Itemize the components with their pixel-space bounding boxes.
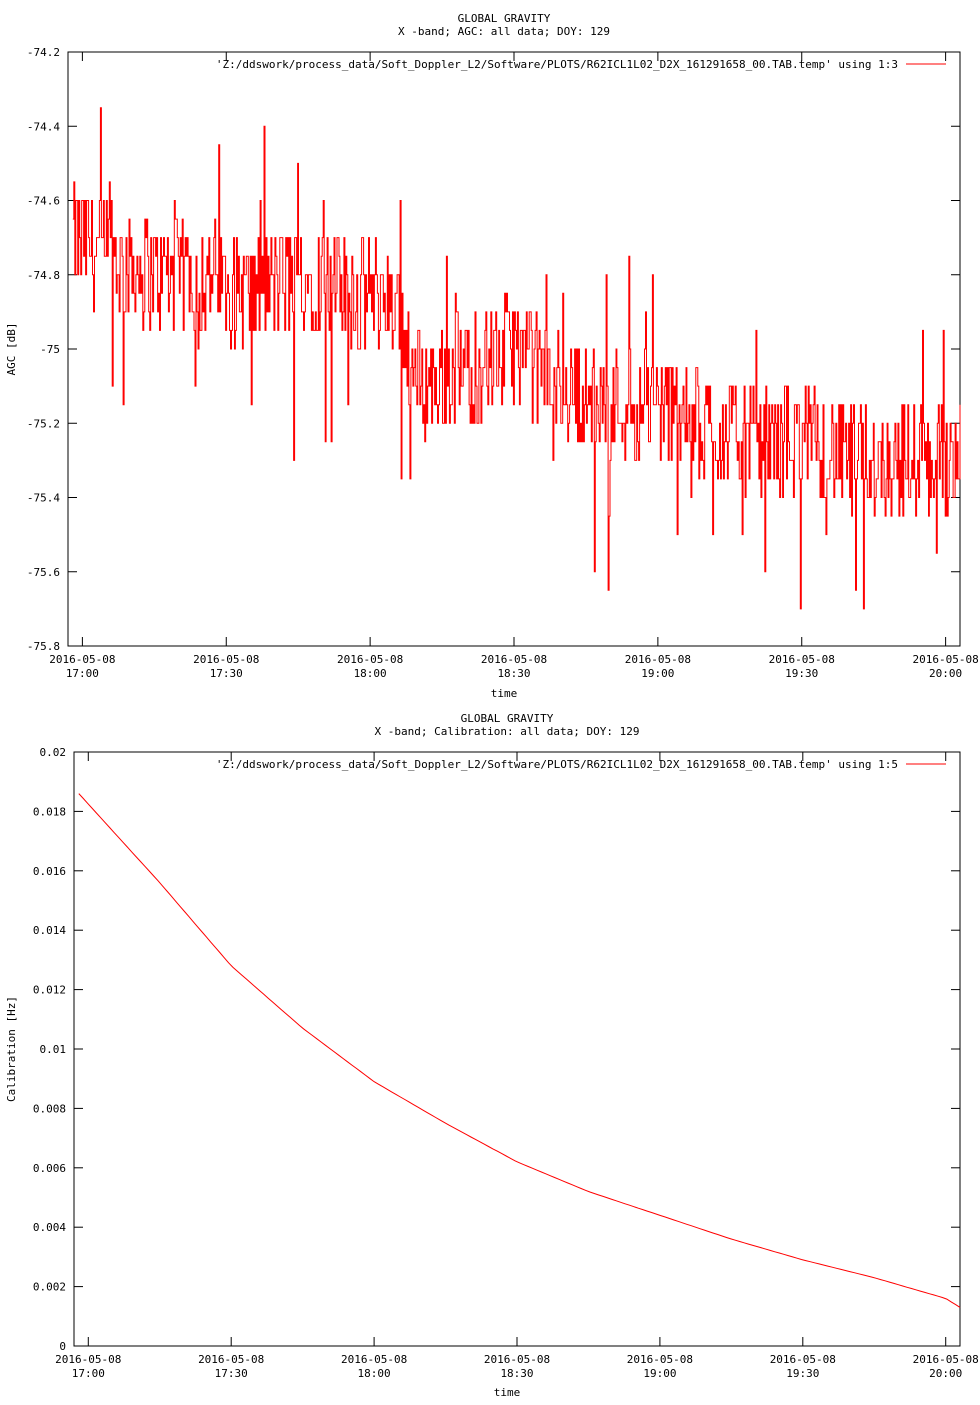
y-tick-label: 0.02 <box>40 746 67 759</box>
legend-label: 'Z:/ddswork/process_data/Soft_Doppler_L2… <box>216 58 898 71</box>
x-tick-time: 17:00 <box>66 667 99 680</box>
y-tick-label: -74.2 <box>27 46 60 59</box>
y-tick-label: -74.8 <box>27 269 60 282</box>
x-tick-date: 2016-05-08 <box>770 1353 836 1366</box>
x-tick-time: 19:30 <box>786 1367 819 1380</box>
x-tick-date: 2016-05-08 <box>193 653 259 666</box>
x-tick-time: 18:30 <box>500 1367 533 1380</box>
x-tick-time: 18:00 <box>358 1367 391 1380</box>
x-tick-date: 2016-05-08 <box>198 1353 264 1366</box>
x-tick-time: 18:00 <box>354 667 387 680</box>
x-tick-time: 19:30 <box>785 667 818 680</box>
y-tick-label: 0.014 <box>33 924 66 937</box>
x-axis-label: time <box>494 1386 521 1399</box>
x-tick-date: 2016-05-08 <box>481 653 547 666</box>
y-tick-label: -75 <box>40 343 60 356</box>
x-tick-date: 2016-05-08 <box>55 1353 121 1366</box>
chart-title: GLOBAL GRAVITY <box>461 712 554 725</box>
x-tick-date: 2016-05-08 <box>337 653 403 666</box>
x-tick-date: 2016-05-08 <box>769 653 835 666</box>
x-tick-time: 18:30 <box>497 667 530 680</box>
x-tick-date: 2016-05-08 <box>49 653 115 666</box>
x-tick-time: 20:00 <box>929 1367 962 1380</box>
chart-subtitle: X -band; Calibration: all data; DOY: 129 <box>375 725 640 738</box>
y-tick-label: 0.01 <box>40 1043 67 1056</box>
x-tick-date: 2016-05-08 <box>484 1353 550 1366</box>
y-tick-label: 0.004 <box>33 1221 66 1234</box>
x-tick-date: 2016-05-08 <box>627 1353 693 1366</box>
y-axis-label: AGC [dB] <box>5 323 18 376</box>
y-tick-label: -75.2 <box>27 417 60 430</box>
y-tick-label: 0.012 <box>33 984 66 997</box>
legend-label: 'Z:/ddswork/process_data/Soft_Doppler_L2… <box>216 758 898 771</box>
y-tick-label: 0.002 <box>33 1281 66 1294</box>
y-tick-label: 0.008 <box>33 1102 66 1115</box>
x-axis-label: time <box>491 687 518 700</box>
y-tick-label: -75.4 <box>27 492 60 505</box>
x-tick-time: 17:30 <box>215 1367 248 1380</box>
y-tick-label: -74.6 <box>27 195 60 208</box>
y-tick-label: 0.016 <box>33 865 66 878</box>
y-tick-label: 0.006 <box>33 1162 66 1175</box>
x-tick-date: 2016-05-08 <box>912 653 978 666</box>
x-tick-time: 19:00 <box>643 1367 676 1380</box>
series-line <box>78 793 961 1308</box>
x-tick-time: 20:00 <box>929 667 962 680</box>
y-tick-label: -75.6 <box>27 566 60 579</box>
y-tick-label: 0 <box>59 1340 66 1353</box>
y-tick-label: -75.8 <box>27 640 60 653</box>
x-tick-date: 2016-05-08 <box>341 1353 407 1366</box>
x-tick-time: 17:00 <box>72 1367 105 1380</box>
y-axis-label: Calibration [Hz] <box>5 996 18 1102</box>
x-tick-date: 2016-05-08 <box>913 1353 979 1366</box>
x-tick-time: 17:30 <box>210 667 243 680</box>
plot-frame <box>73 751 961 1347</box>
x-tick-date: 2016-05-08 <box>625 653 691 666</box>
chart-title: GLOBAL GRAVITY <box>458 12 551 25</box>
x-tick-time: 19:00 <box>641 667 674 680</box>
series-line <box>72 107 961 610</box>
chart-subtitle: X -band; AGC: all data; DOY: 129 <box>398 25 610 38</box>
y-tick-label: 0.018 <box>33 805 66 818</box>
y-tick-label: -74.4 <box>27 120 60 133</box>
